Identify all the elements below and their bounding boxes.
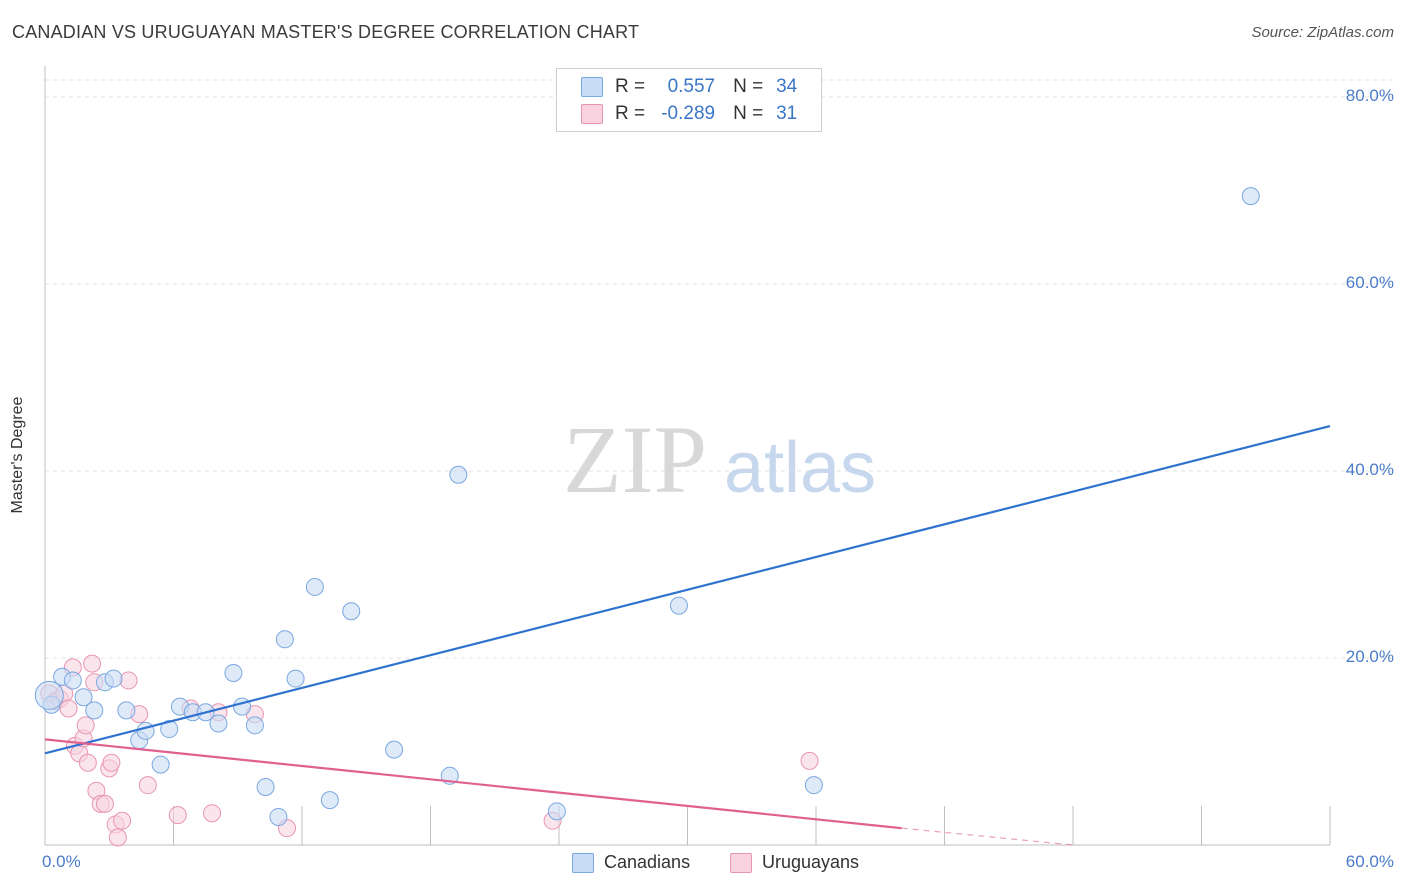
- y-tick-label: 40.0%: [1345, 460, 1394, 479]
- legend-label-uruguayans: Uruguayans: [762, 852, 860, 872]
- uruguayans-point: [119, 671, 138, 690]
- legend-row-uruguayans: R = -0.289 N = 31: [581, 103, 797, 125]
- canadians-point: [74, 688, 93, 707]
- uruguayans-trend-line: [44, 738, 902, 830]
- grid-lines: [45, 79, 1392, 659]
- legend-item-uruguayans[interactable]: Uruguayans: [730, 852, 859, 873]
- canadians-point: [245, 716, 264, 735]
- legend-item-canadians[interactable]: Canadians: [572, 852, 690, 873]
- legend-r-value: -0.289: [661, 103, 716, 124]
- legend-swatch-pink: [581, 104, 603, 124]
- canadians-point: [342, 602, 361, 621]
- canadians-point: [136, 721, 155, 740]
- canadians-point: [1241, 187, 1260, 206]
- canadians-points: [34, 187, 1260, 826]
- canadians-point: [547, 802, 566, 821]
- canadians-point: [104, 669, 123, 688]
- legend-swatch-blue: [581, 77, 603, 97]
- x-tick-label-max: 60.0%: [1345, 852, 1394, 871]
- canadians-point: [63, 671, 82, 690]
- y-tick-label: 60.0%: [1345, 273, 1394, 292]
- legend-n-value: 31: [776, 103, 798, 124]
- legend-label-canadians: Canadians: [604, 852, 691, 872]
- legend-r-label: R =: [615, 76, 646, 97]
- canadians-point: [160, 720, 179, 739]
- uruguayans-point: [78, 753, 97, 772]
- legend-swatch-pink: [730, 852, 752, 873]
- y-tick-label: 20.0%: [1345, 647, 1394, 666]
- canadians-point: [449, 465, 468, 484]
- uruguayans-point: [76, 716, 95, 735]
- source-credit: Source: ZipAtlas.com: [1251, 24, 1394, 41]
- legend-row-canadians: R = 0.557 N = 34: [581, 76, 797, 98]
- legend-swatch-blue: [572, 852, 594, 873]
- canadians-point: [385, 740, 404, 759]
- canadians-point: [209, 714, 228, 733]
- watermark-zip: ZIP: [563, 406, 707, 513]
- canadians-point: [275, 630, 294, 649]
- canadians-point: [117, 701, 136, 720]
- chart-title: CANADIAN VS URUGUAYAN MASTER'S DEGREE CO…: [12, 22, 640, 42]
- uruguayans-point: [113, 811, 132, 830]
- legend-r-label: R =: [615, 103, 646, 124]
- canadians-point: [269, 807, 288, 826]
- uruguayans-point: [102, 753, 121, 772]
- y-tick-label: 80.0%: [1345, 86, 1394, 105]
- canadians-point: [669, 596, 688, 615]
- uruguayans-point: [800, 751, 819, 770]
- uruguayans-point: [108, 828, 127, 847]
- legend-n-label: N =: [733, 76, 764, 97]
- uruguayans-point: [83, 654, 102, 673]
- uruguayans-point: [203, 804, 222, 823]
- watermark-atlas: atlas: [724, 428, 876, 508]
- canadians-point: [224, 663, 243, 682]
- canadians-point: [151, 755, 170, 774]
- canadians-point: [34, 680, 64, 710]
- x-tick-label-min: 0.0%: [42, 852, 81, 871]
- canadians-point: [804, 776, 823, 795]
- canadians-point: [305, 577, 324, 596]
- canadians-point: [85, 701, 104, 720]
- uruguayans-point: [138, 776, 157, 795]
- uruguayans-point: [95, 794, 114, 813]
- legend-r-value: 0.557: [667, 76, 716, 97]
- uruguayans-point: [168, 806, 187, 825]
- canadians-trend-line: [44, 425, 1331, 755]
- stats-legend: R = 0.557 N = 34 R = -0.289 N = 31: [556, 68, 822, 132]
- uruguayans-trend-extension: [901, 827, 1074, 846]
- legend-n-value: 34: [776, 76, 798, 97]
- canadians-point: [320, 791, 339, 810]
- uruguayans-point: [59, 699, 78, 718]
- trend-lines: [44, 425, 1331, 846]
- canadians-point: [286, 669, 305, 688]
- legend-n-label: N =: [733, 103, 764, 124]
- canadians-point: [256, 778, 275, 797]
